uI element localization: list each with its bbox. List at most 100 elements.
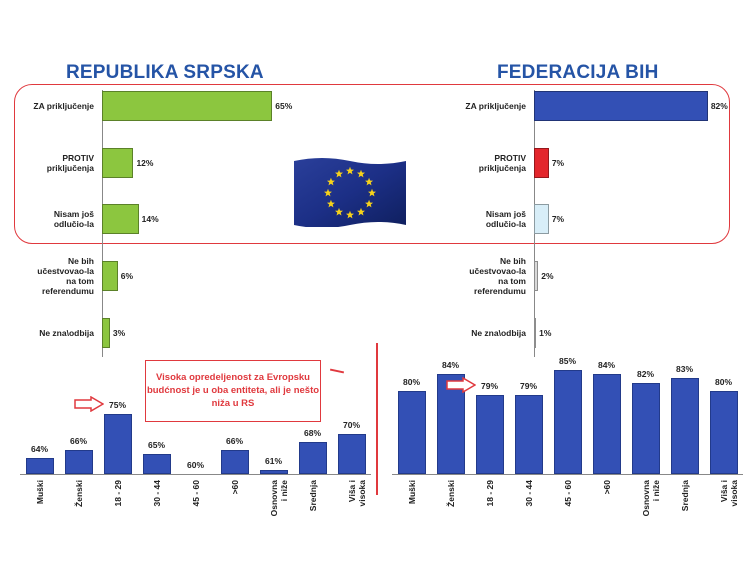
vbar-category-tick: 30 - 44: [151, 480, 162, 507]
vbar-baseline: [20, 474, 371, 475]
hbar-category-label: Nisam još odlučio-la: [53, 209, 94, 229]
hbar-value-label: 3%: [112, 328, 126, 338]
hbar: [102, 91, 273, 121]
vbar-value-label: 83%: [675, 364, 693, 375]
vbar-category-tick: Viša i visoka: [346, 480, 367, 507]
vbar: [514, 395, 543, 474]
hbar: [102, 148, 134, 178]
vbar: [298, 442, 327, 474]
vbar-value-label: 75%: [108, 400, 126, 410]
hbar: [534, 91, 708, 121]
eu-star-icon: [335, 169, 343, 178]
vbar-category-tick: >60: [601, 480, 612, 495]
vbar: [64, 450, 93, 474]
vbar-value-label: 79%: [519, 381, 537, 392]
vbar-category-tick: Osnovna i niže: [268, 480, 289, 517]
eu-star-icon: [326, 199, 335, 208]
eu-star-icon: [368, 188, 376, 197]
vbar: [553, 370, 582, 474]
hbar-category-label: Ne zna\odbija: [471, 328, 526, 338]
vbar: [397, 390, 426, 474]
vbar-value-label: 61%: [264, 456, 282, 466]
highlight-arrow-icon: [445, 377, 476, 394]
hbar-value-label: 1%: [539, 328, 552, 338]
vbar-value-label: 65%: [147, 440, 165, 450]
highlight-arrow-icon: [73, 396, 104, 412]
vbar-category-tick: Muški: [34, 480, 45, 505]
vbar-value-label: 68%: [303, 428, 321, 438]
hbar: [534, 261, 539, 291]
hbar-value-label: 7%: [551, 214, 565, 224]
hbar: [102, 261, 118, 291]
hbar-value-label: 82%: [710, 101, 728, 111]
hbar: [102, 318, 110, 348]
vbar-category-tick: Ženski: [73, 480, 84, 507]
vbar-value-label: 66%: [225, 436, 243, 446]
hbar-category-label: Ne bih učestvovao-la na tom referendumu: [37, 256, 94, 296]
eu-star-icon: [365, 177, 374, 186]
vbar: [475, 395, 504, 474]
vbar: [670, 378, 699, 474]
vbar-category-tick: Muški: [406, 480, 417, 505]
eu-star-icon: [326, 177, 335, 186]
panel-divider: [376, 343, 378, 495]
hbar: [534, 204, 549, 234]
hbar-value-label: 65%: [275, 101, 293, 111]
hbar: [534, 318, 537, 348]
vbar: [436, 374, 465, 474]
hbar-category-label: PROTIV priključenja: [478, 153, 526, 173]
vbar-baseline: [392, 474, 743, 475]
vbar-category-tick: 45 - 60: [190, 480, 201, 507]
eu-star-icon: [365, 199, 374, 208]
hbar-value-label: 14%: [141, 214, 159, 224]
eu-star-icon: [357, 207, 365, 216]
hbar-value-label: 12%: [136, 158, 154, 168]
vbar-category-tick: Ženski: [445, 480, 456, 507]
eu-star-icon: [324, 188, 332, 197]
vbar-category-tick: 45 - 60: [562, 480, 573, 507]
vbar-value-label: 66%: [69, 436, 87, 446]
vbar-value-label: 80%: [714, 376, 732, 387]
hbar-category-label: ZA priključenje: [465, 101, 526, 111]
vbar-category-tick: 18 - 29: [484, 480, 495, 507]
vbar-value-label: 84%: [597, 360, 615, 371]
eu-star-icon: [335, 207, 343, 216]
hbar-category-label: Ne bih učestvovao-la na tom referendumu: [469, 256, 526, 296]
hbar-category-label: PROTIV priključenja: [46, 153, 94, 173]
callout-pointer: [329, 368, 345, 374]
vbar: [631, 382, 660, 474]
vbar: [103, 414, 132, 474]
vbar: [592, 374, 621, 474]
vbar-category-tick: 18 - 29: [112, 480, 123, 507]
heading-republika-srpska: REPUBLIKA SRPSKA: [66, 62, 264, 83]
vbar-value-label: 64%: [30, 444, 48, 454]
vbar-value-label: 80%: [402, 376, 420, 387]
hbar: [102, 204, 139, 234]
vbar: [709, 390, 738, 474]
vbar-category-tick: >60: [229, 480, 240, 495]
hbar-value-label: 2%: [541, 271, 554, 281]
hbar: [534, 148, 549, 178]
vbar-value-label: 60%: [186, 460, 204, 470]
vbar-category-tick: 30 - 44: [523, 480, 534, 507]
highlight-frame: [14, 84, 730, 244]
vbar-value-label: 82%: [636, 368, 654, 379]
hbar-category-label: ZA priključenje: [33, 101, 94, 111]
vbar-value-label: 85%: [558, 356, 576, 367]
vbar-category-tick: Viša i visoka: [718, 480, 739, 507]
vbar: [337, 434, 366, 474]
vbar: [259, 470, 288, 474]
vbar: [220, 450, 249, 474]
vbar-category-tick: Srednja: [307, 480, 318, 512]
hbar-value-label: 6%: [120, 271, 134, 281]
hbar-category-label: Ne zna\odbija: [39, 328, 94, 338]
vbar: [142, 454, 171, 474]
callout-box: Visoka opredeljenost za Evropsku budćnos…: [145, 360, 321, 422]
hbar-value-label: 7%: [551, 158, 565, 168]
vbar-value-label: 84%: [441, 360, 459, 371]
eu-star-icon: [346, 210, 354, 219]
eu-star-icon: [346, 166, 354, 175]
vbar-category-tick: Srednja: [679, 480, 690, 512]
eu-flag-icon: [294, 158, 406, 227]
vbar-category-tick: Osnovna i niže: [640, 480, 661, 517]
